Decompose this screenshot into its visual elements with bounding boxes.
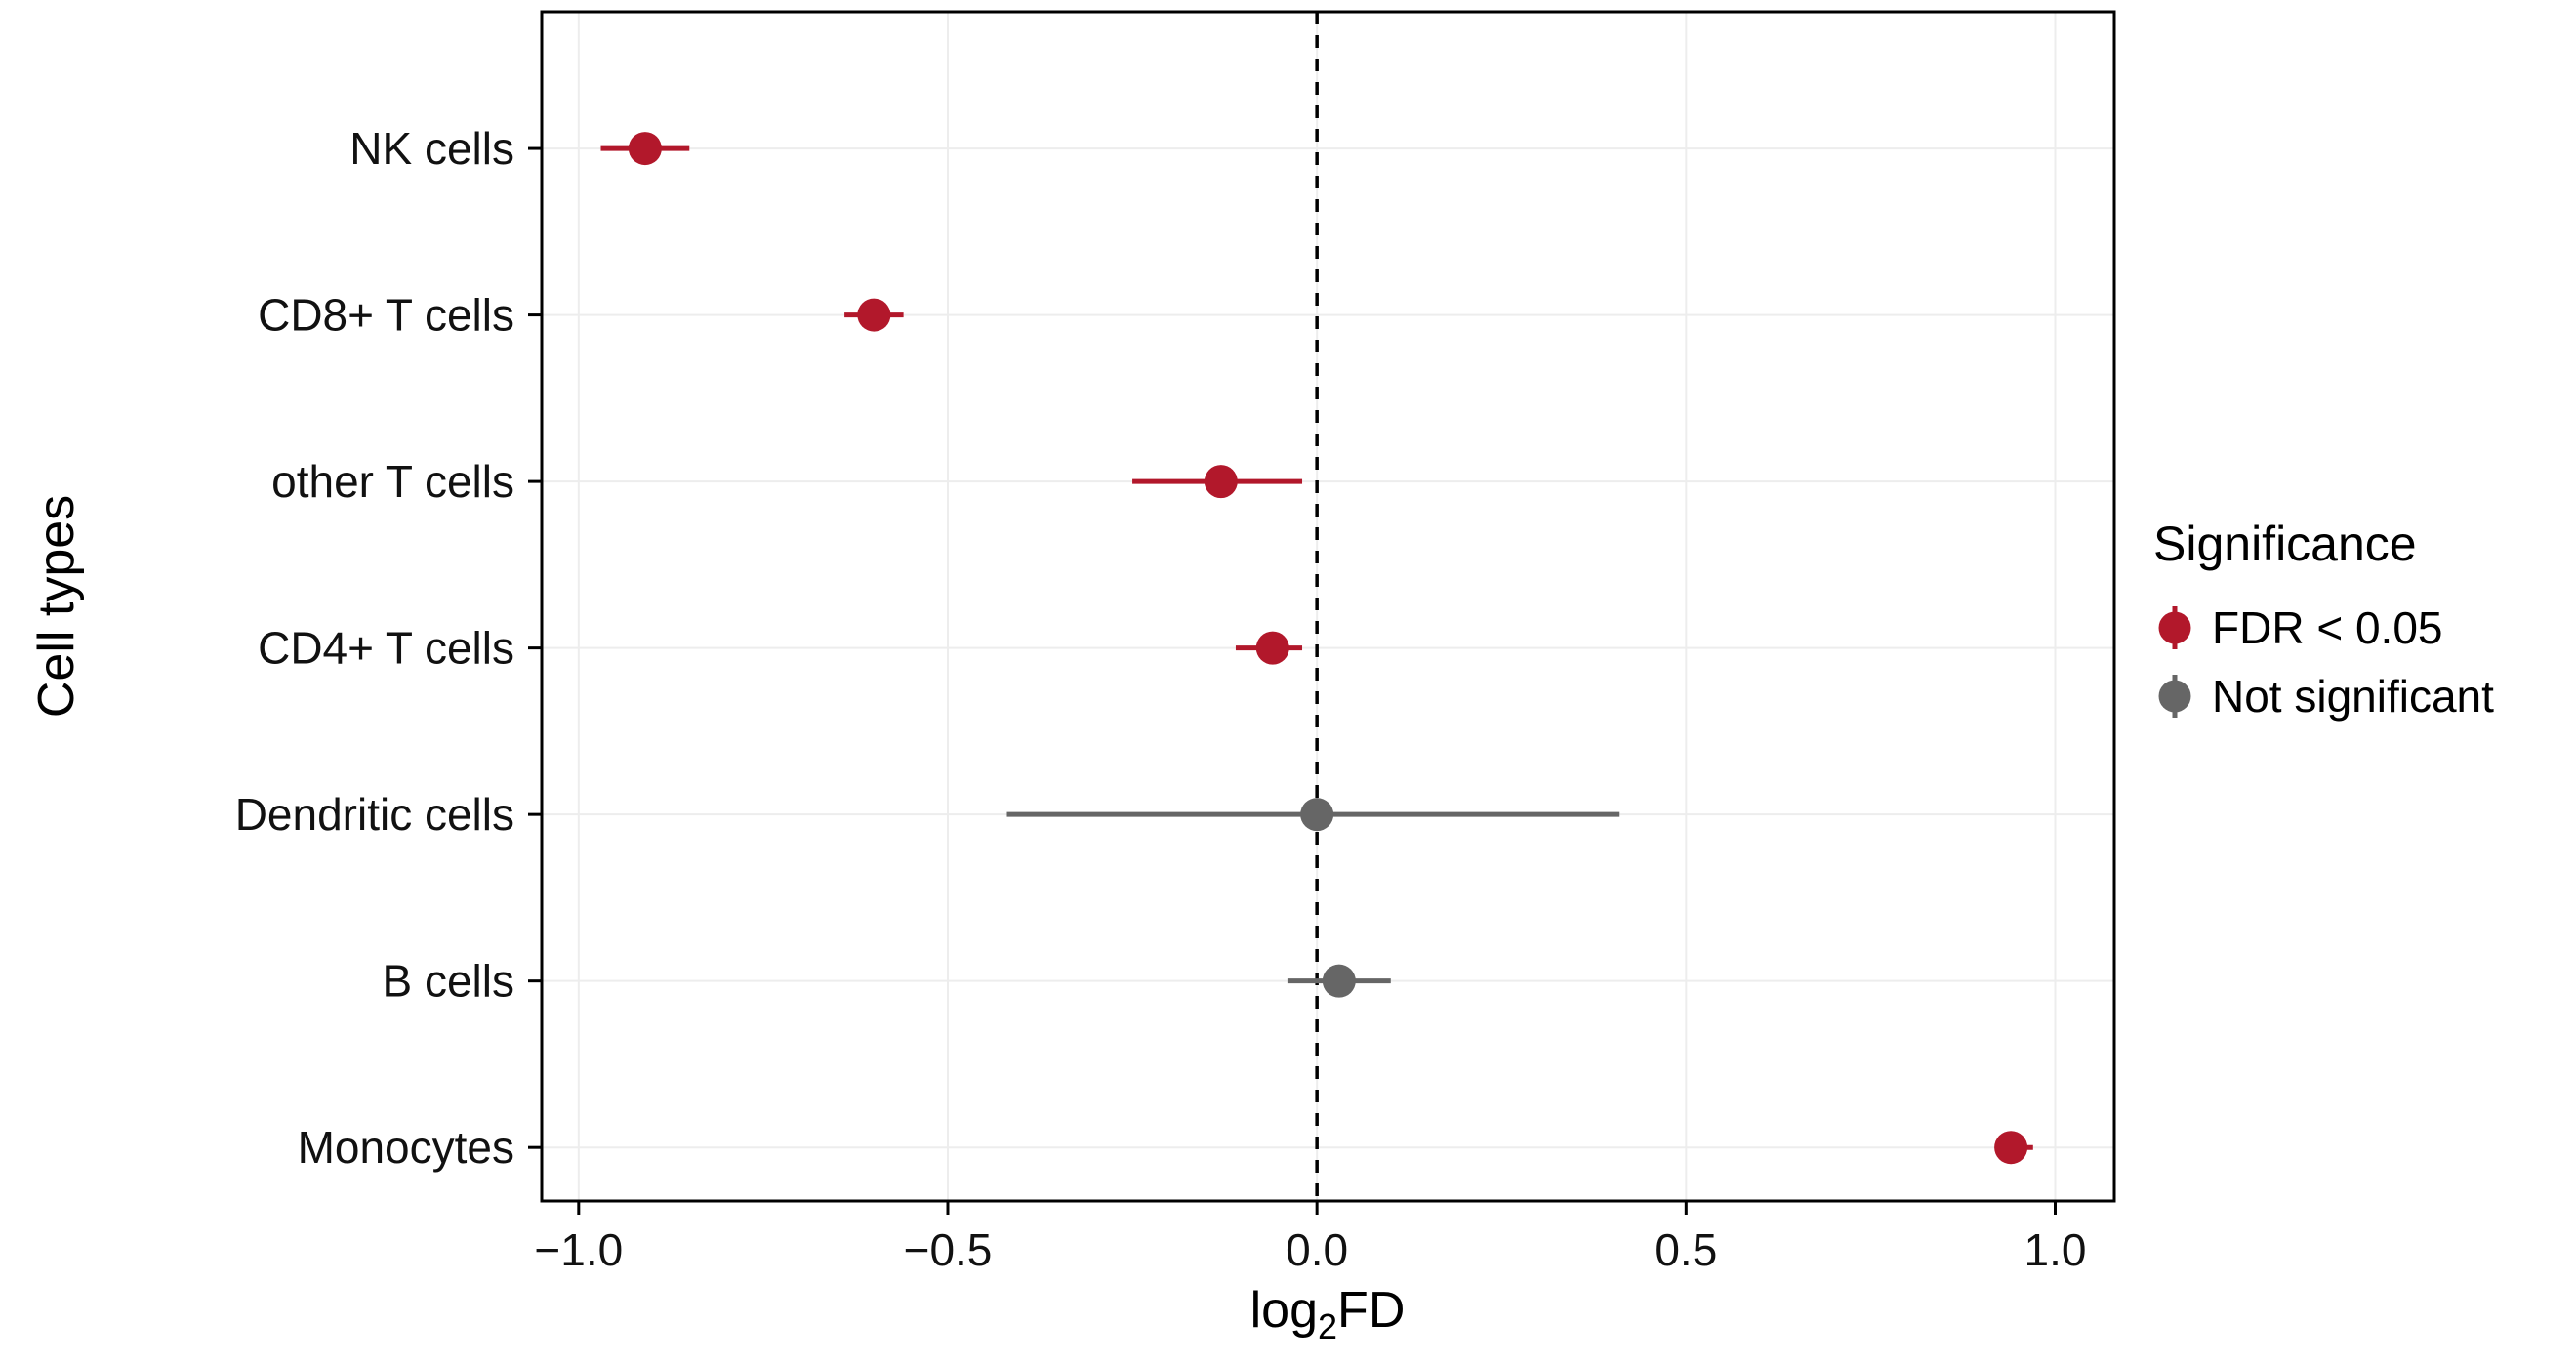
x-tick-label: 0.0 [1286,1224,1348,1275]
panel-background [542,12,2114,1201]
data-point [1322,964,1356,998]
category-label: CD4+ T cells [258,623,514,674]
category-label: CD8+ T cells [258,290,514,341]
legend-item-not-significant: Not significant [2153,670,2494,723]
x-axis-title-prefix: log [1249,1282,1319,1339]
x-axis-title-suffix: FD [1337,1282,1406,1339]
legend-point-icon-not-significant [2153,672,2196,721]
legend-dot-glyph [2158,611,2191,644]
x-tick-label: 0.5 [1655,1224,1717,1275]
legend: Significance FDR < 0.05 Not significant [2153,516,2494,738]
legend-item-label: Not significant [2212,671,2494,722]
x-axis-title-subscript: 2 [1318,1306,1338,1346]
data-point [1255,631,1289,665]
legend-item-significant: FDR < 0.05 [2153,601,2494,654]
x-tick-label: 1.0 [2024,1224,2087,1275]
data-point [1300,798,1334,832]
panel-border [540,10,2116,1203]
data-point [628,132,662,166]
data-point [1994,1131,2028,1165]
category-label: Dendritic cells [235,789,514,840]
y-axis-title: Cell types [28,494,85,719]
category-label: B cells [383,956,514,1007]
category-label: other T cells [271,456,514,507]
x-axis-title: log2FD [1249,1281,1406,1345]
data-point [857,298,891,332]
legend-point-icon-significant [2153,603,2196,652]
legend-dot-glyph [2158,680,2191,713]
legend-item-label: FDR < 0.05 [2212,602,2443,653]
legend-title: Significance [2153,517,2417,571]
category-label: NK cells [349,123,514,174]
x-tick-label: −1.0 [534,1224,623,1275]
data-point [1204,465,1238,499]
x-tick-label: −0.5 [904,1224,993,1275]
category-label: Monocytes [298,1122,514,1173]
